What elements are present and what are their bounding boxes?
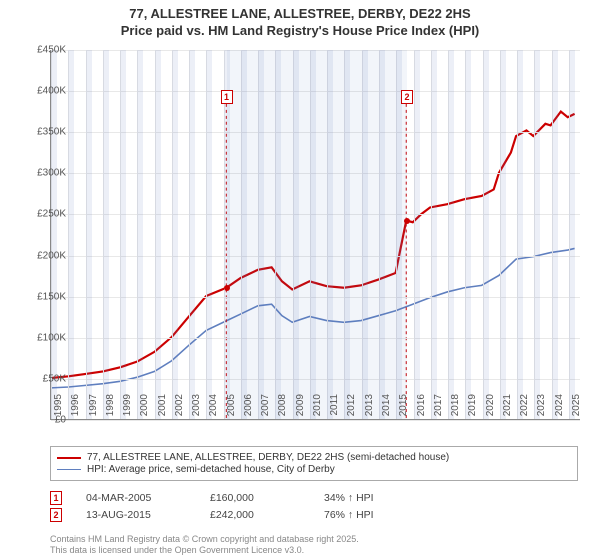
y-axis-label: £300K [20, 168, 66, 179]
x-axis-label: 2025 [571, 394, 582, 424]
event-row: 2 13-AUG-2015 £242,000 76% ↑ HPI [50, 508, 374, 522]
legend-row: HPI: Average price, semi-detached house,… [57, 464, 571, 475]
chart-plot-area: 12 [50, 50, 580, 420]
x-axis-label: 2012 [346, 394, 357, 424]
y-axis-label: £50K [20, 373, 66, 384]
year-shade-bar [448, 50, 454, 419]
title-line-2: Price paid vs. HM Land Registry's House … [0, 23, 600, 40]
year-shade-bar [68, 50, 74, 419]
year-shade-bar [517, 50, 523, 419]
x-axis-label: 2006 [243, 394, 254, 424]
legend-swatch [57, 457, 81, 459]
x-axis-label: 2015 [398, 394, 409, 424]
event-date: 04-MAR-2005 [86, 492, 186, 504]
legend-label: 77, ALLESTREE LANE, ALLESTREE, DERBY, DE… [87, 452, 449, 463]
event-pct: 34% ↑ HPI [324, 492, 374, 504]
event-price: £242,000 [210, 509, 300, 521]
x-axis-label: 2024 [554, 394, 565, 424]
x-axis-label: 1995 [53, 394, 64, 424]
x-axis-label: 2018 [450, 394, 461, 424]
event-marker-2: 2 [401, 90, 413, 104]
x-axis-label: 2016 [416, 394, 427, 424]
y-axis-label: £450K [20, 45, 66, 56]
x-axis-label: 2010 [312, 394, 323, 424]
event-pct: 76% ↑ HPI [324, 509, 374, 521]
chart-title: 77, ALLESTREE LANE, ALLESTREE, DERBY, DE… [0, 0, 600, 40]
footer-line-1: Contains HM Land Registry data © Crown c… [50, 534, 359, 545]
event-date: 13-AUG-2015 [86, 509, 186, 521]
year-shade-bar [172, 50, 178, 419]
year-shade-bar [189, 50, 195, 419]
x-axis-label: 1998 [105, 394, 116, 424]
legend-box: 77, ALLESTREE LANE, ALLESTREE, DERBY, DE… [50, 446, 578, 481]
shaded-holding-period [227, 50, 407, 419]
x-axis-label: 2002 [174, 394, 185, 424]
x-axis-label: 2021 [502, 394, 513, 424]
year-shade-bar [552, 50, 558, 419]
event-marker-1: 1 [221, 90, 233, 104]
y-axis-label: £350K [20, 127, 66, 138]
legend-label: HPI: Average price, semi-detached house,… [87, 464, 335, 475]
footer-line-2: This data is licensed under the Open Gov… [50, 545, 359, 556]
event-price: £160,000 [210, 492, 300, 504]
x-axis-label: 2004 [208, 394, 219, 424]
x-axis-label: 2023 [536, 394, 547, 424]
x-axis-label: 1997 [88, 394, 99, 424]
footer-attribution: Contains HM Land Registry data © Crown c… [50, 534, 359, 556]
x-axis-label: 2017 [433, 394, 444, 424]
y-axis-label: £150K [20, 291, 66, 302]
year-shade-bar [569, 50, 575, 419]
event-table: 1 04-MAR-2005 £160,000 34% ↑ HPI 2 13-AUG-201… [50, 488, 374, 525]
year-shade-bar [500, 50, 506, 419]
year-shade-bar [483, 50, 489, 419]
y-axis-label: £400K [20, 86, 66, 97]
x-axis-label: 2005 [226, 394, 237, 424]
x-axis-label: 2001 [157, 394, 168, 424]
year-shade-bar [155, 50, 161, 419]
x-axis-label: 2014 [381, 394, 392, 424]
x-axis-label: 2020 [485, 394, 496, 424]
title-line-1: 77, ALLESTREE LANE, ALLESTREE, DERBY, DE… [0, 6, 600, 23]
x-axis-label: 1996 [70, 394, 81, 424]
year-shade-bar [120, 50, 126, 419]
x-axis-label: 2003 [191, 394, 202, 424]
x-axis-label: 1999 [122, 394, 133, 424]
x-axis-label: 2022 [519, 394, 530, 424]
legend-swatch [57, 469, 81, 470]
event-row: 1 04-MAR-2005 £160,000 34% ↑ HPI [50, 491, 374, 505]
year-shade-bar [465, 50, 471, 419]
year-shade-bar [414, 50, 420, 419]
x-axis-label: 2013 [364, 394, 375, 424]
event-index-box: 1 [50, 491, 62, 505]
year-shade-bar [103, 50, 109, 419]
event-index-box: 2 [50, 508, 62, 522]
year-shade-bar [51, 50, 57, 419]
year-shade-bar [431, 50, 437, 419]
x-axis-label: 2007 [260, 394, 271, 424]
year-shade-bar [534, 50, 540, 419]
sale-dot [224, 285, 230, 291]
year-shade-bar [206, 50, 212, 419]
sale-dot [404, 218, 410, 224]
y-axis-label: £250K [20, 209, 66, 220]
legend-row: 77, ALLESTREE LANE, ALLESTREE, DERBY, DE… [57, 452, 571, 463]
year-shade-bar [86, 50, 92, 419]
y-axis-label: £100K [20, 332, 66, 343]
y-axis-label: £200K [20, 250, 66, 261]
year-shade-bar [137, 50, 143, 419]
x-axis-label: 2009 [295, 394, 306, 424]
x-axis-label: 2008 [277, 394, 288, 424]
x-axis-label: 2011 [329, 394, 340, 424]
x-axis-label: 2000 [139, 394, 150, 424]
x-axis-label: 2019 [467, 394, 478, 424]
